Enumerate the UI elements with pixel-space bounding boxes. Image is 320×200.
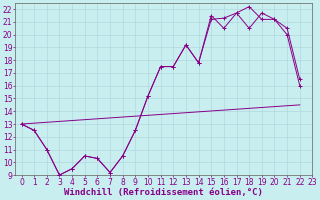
X-axis label: Windchill (Refroidissement éolien,°C): Windchill (Refroidissement éolien,°C) [64, 188, 263, 197]
